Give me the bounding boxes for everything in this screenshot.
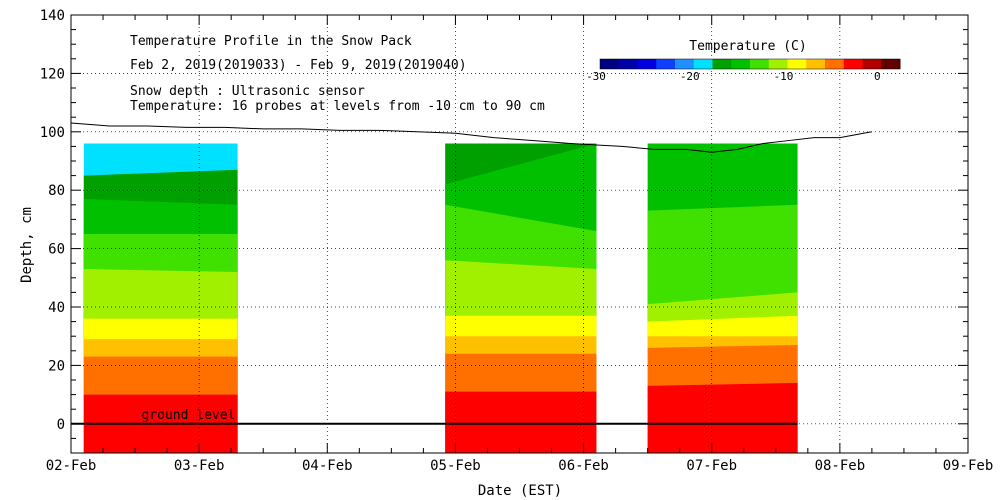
colorbar-swatch [862, 59, 882, 69]
note-snow-depth: Snow depth : Ultrasonic sensor [130, 84, 365, 99]
temperature-heatmap [83, 143, 798, 454]
chart-subtitle: Feb 2, 2019(2019033) - Feb 9, 2019(20190… [130, 58, 467, 73]
colorbar-tick-label: 0 [874, 70, 881, 83]
colorbar-swatch [750, 59, 770, 69]
snow-depth-series [70, 122, 872, 153]
colorbar-swatch [618, 59, 638, 69]
axes: 0 20 40 60 80 100 120 140 02-Feb 03-Feb 04-Feb 05-F… [40, 8, 994, 474]
y-tick-label: 0 [57, 417, 65, 433]
colorbar-swatch [656, 59, 676, 69]
colorbar-swatch [825, 59, 845, 69]
colorbar-tick-label: -20 [680, 70, 700, 83]
colorbar-swatch [637, 59, 657, 69]
y-tick-label: 60 [48, 242, 65, 258]
colorbar-frame [599, 58, 901, 70]
x-tick-label: 02-Feb [46, 458, 97, 474]
y-tick-label: 120 [40, 66, 65, 82]
y-tick-label: 140 [40, 8, 65, 24]
x-tick-label: 08-Feb [815, 458, 866, 474]
chart-title: Temperature Profile in the Snow Pack [130, 34, 412, 49]
colorbar-tick-label: -30 [586, 70, 606, 83]
x-tick-label: 06-Feb [558, 458, 609, 474]
colorbar-tick-label: -10 [774, 70, 794, 83]
colorbar-swatch [843, 59, 863, 69]
temperature-colorbar: -30 -20 -10 0 [586, 58, 901, 83]
colorbar-swatch [881, 59, 901, 69]
x-tick-label: 03-Feb [174, 458, 225, 474]
x-tick-label: 05-Feb [430, 458, 481, 474]
y-tick-label: 40 [48, 300, 65, 316]
colorbar-swatch [712, 59, 732, 69]
colorbar-swatch [675, 59, 695, 69]
x-axis-label: Date (EST) [478, 483, 562, 499]
x-tick-label: 09-Feb [943, 458, 994, 474]
y-axis-label: Depth, cm [19, 207, 35, 283]
colorbar-swatch [787, 59, 807, 69]
colorbar-label: Temperature (C) [689, 39, 806, 54]
y-tick-label: 80 [48, 183, 65, 199]
y-tick-label: 100 [40, 125, 65, 141]
colorbar-swatch [600, 59, 620, 69]
note-temperature: Temperature: 16 probes at levels from -1… [130, 99, 545, 114]
x-tick-label: 04-Feb [302, 458, 353, 474]
x-tick-label: 07-Feb [686, 458, 737, 474]
colorbar-swatch [806, 59, 826, 69]
y-tick-label: 20 [48, 358, 65, 374]
ground-level-label: ground level [141, 408, 235, 423]
colorbar-swatch [731, 59, 751, 69]
colorbar-swatch [768, 59, 788, 69]
heatmap-band [445, 391, 597, 453]
heatmap-band [647, 382, 798, 453]
colorbar-swatch [693, 59, 713, 69]
snow-depth-line [70, 122, 872, 153]
